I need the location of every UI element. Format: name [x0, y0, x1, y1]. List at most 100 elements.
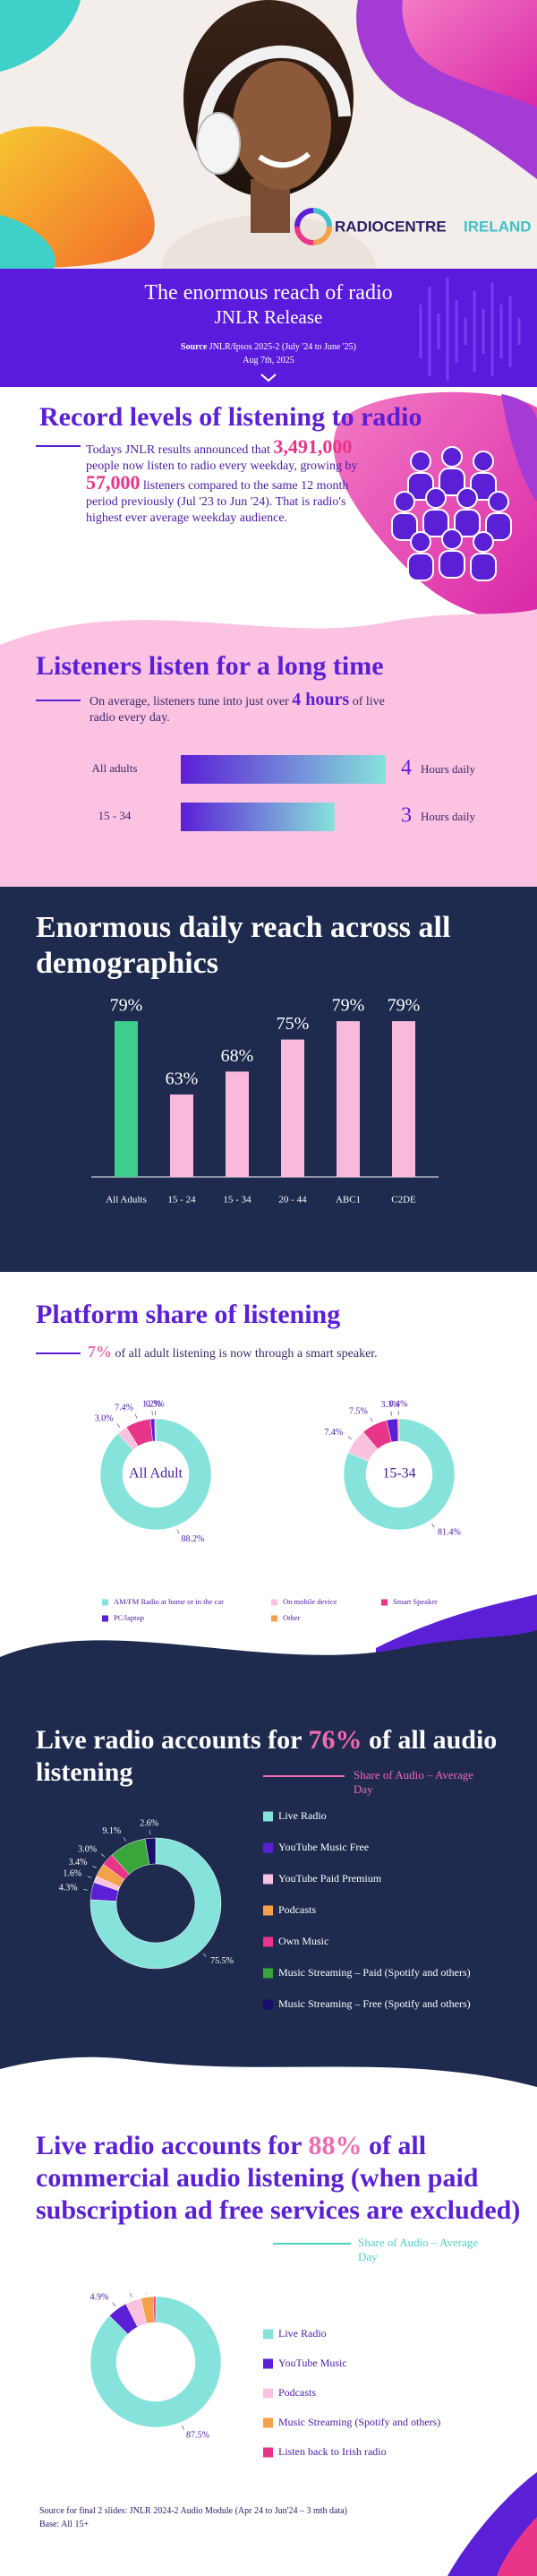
x-tick-label: 15 - 24 — [167, 1195, 196, 1206]
value-label: 79% — [332, 996, 365, 1016]
bar — [392, 1021, 415, 1177]
hours: 4 hours — [292, 690, 350, 709]
smile — [258, 151, 311, 168]
people-icon — [391, 446, 512, 581]
legend-swatch — [263, 1874, 273, 1885]
chevron — [260, 374, 277, 382]
value-label: 68% — [221, 1046, 254, 1066]
legend-swatch — [263, 2417, 273, 2428]
value-label: 9.1% — [102, 1826, 121, 1836]
value-label: 79% — [388, 996, 421, 1016]
legend-swatch — [263, 2388, 273, 2399]
value-label: 79% — [110, 996, 143, 1016]
text: of all adult listening is now through a … — [115, 1347, 378, 1361]
value-label: 3.3% — [381, 1400, 400, 1410]
legend-swatch — [381, 1599, 388, 1606]
value-label: 1.2% — [142, 1399, 161, 1409]
leader-line — [347, 1436, 353, 1440]
bar — [170, 1094, 193, 1177]
legend-swatch — [102, 1599, 108, 1606]
header-date: Aug 7th, 2025 — [243, 356, 294, 365]
footer-base: Base: All 15+ — [39, 2520, 90, 2529]
center-label: All Adult — [129, 1466, 183, 1481]
text: of all commercial audio listening (when … — [36, 2131, 521, 2225]
value-label: 7.4% — [324, 1428, 343, 1438]
leader-line — [123, 1837, 126, 1842]
legend-label: Live Radio — [278, 1809, 327, 1822]
leader-line — [431, 1523, 435, 1528]
value-label: 7.5% — [349, 1407, 368, 1417]
bar — [181, 803, 335, 831]
listeners: 3,491,000 — [273, 435, 353, 458]
audio-title: Live radio accounts for 76% of all audio… — [36, 1724, 524, 1789]
legend-swatch — [263, 1842, 273, 1853]
x-tick-label: All Adults — [106, 1195, 147, 1206]
text: of live radio every day. — [90, 695, 385, 725]
text: of all audio listening — [36, 1725, 498, 1787]
leader-line — [112, 2302, 115, 2307]
category-label: All adults — [92, 761, 138, 775]
value-label: 3.0% — [78, 1844, 97, 1854]
navy-section — [0, 1630, 537, 2087]
hours-chart: All adults 4 Hours daily 15 - 34 3 Hours dail… — [92, 755, 476, 831]
legend-label: YouTube Music — [278, 2357, 347, 2369]
footer-source: Source for final 2 slides: JNLR 2024-2 A… — [39, 2506, 347, 2516]
leader-line — [87, 1876, 92, 1878]
category-label: 15 - 34 — [98, 809, 132, 822]
x-tick-label: C2DE — [391, 1195, 416, 1206]
legend-label: AM/FM Radio at home or in the car — [114, 1597, 224, 1606]
leader-line — [116, 1423, 121, 1428]
text: Todays JNLR results announced that — [86, 443, 270, 457]
headphones — [197, 45, 351, 144]
legend-label: YouTube Music Free — [278, 1841, 369, 1853]
value-label: 7.4% — [115, 1403, 133, 1413]
value-label: 63% — [166, 1069, 199, 1089]
value-label: 0.4% — [389, 1399, 408, 1409]
value-label: 0.3% — [146, 1399, 165, 1409]
legend-swatch — [263, 1999, 273, 2010]
legend-label: YouTube Paid Premium — [278, 1872, 382, 1885]
source-text: JNLR/Ipsos 2025-2 (July '24 to June '25) — [209, 342, 356, 352]
donut-slice — [90, 1837, 222, 1970]
value-label: 4.9% — [90, 2293, 109, 2302]
legend-label: Podcasts — [278, 2386, 316, 2399]
value-label: 3.0% — [95, 1413, 114, 1423]
bar — [181, 755, 386, 784]
commercial-title: Live radio accounts for 88% of all comme… — [36, 2130, 524, 2227]
text: Live radio accounts for — [36, 2131, 302, 2160]
share: 76% — [308, 1725, 362, 1755]
legend-label: Music Streaming (Spotify and others) — [278, 2416, 440, 2428]
legend-swatch — [263, 2329, 273, 2340]
header-source: Source JNLR/Ipsos 2025-2 (July '24 to Ju… — [0, 342, 537, 352]
bar — [226, 1071, 249, 1177]
x-tick-label: ABC1 — [336, 1195, 361, 1206]
blob — [497, 2517, 537, 2576]
blob — [402, 0, 537, 107]
legend-label: Other — [283, 1613, 301, 1622]
platform-title: Platform share of listening — [36, 1300, 341, 1329]
legend-swatch — [263, 2358, 273, 2369]
demographics-title: Enormous daily reach across all demograp… — [36, 911, 451, 980]
smart-share: 7% — [88, 1343, 112, 1361]
donut-slice — [99, 1418, 212, 1531]
bar — [281, 1039, 304, 1177]
donut-slice — [144, 1837, 157, 1865]
legend-label: Listen back to Irish radio — [278, 2445, 387, 2458]
legend-label: PC/laptop — [114, 1613, 144, 1622]
blob — [0, 215, 55, 269]
value-label: 1.6% — [63, 1869, 81, 1879]
x-tick-label: 15 - 34 — [223, 1195, 251, 1206]
legend-swatch — [263, 1936, 273, 1947]
leader-line — [83, 1889, 89, 1891]
navy-section — [0, 887, 537, 1272]
donut-slice — [90, 2296, 222, 2428]
leader-line — [176, 1529, 180, 1534]
blob — [501, 394, 537, 502]
pink-section — [0, 609, 537, 887]
legend-swatch — [271, 1615, 277, 1622]
text: On average, listeners tune into just ove… — [90, 695, 289, 708]
center-label: 15-34 — [382, 1466, 415, 1481]
